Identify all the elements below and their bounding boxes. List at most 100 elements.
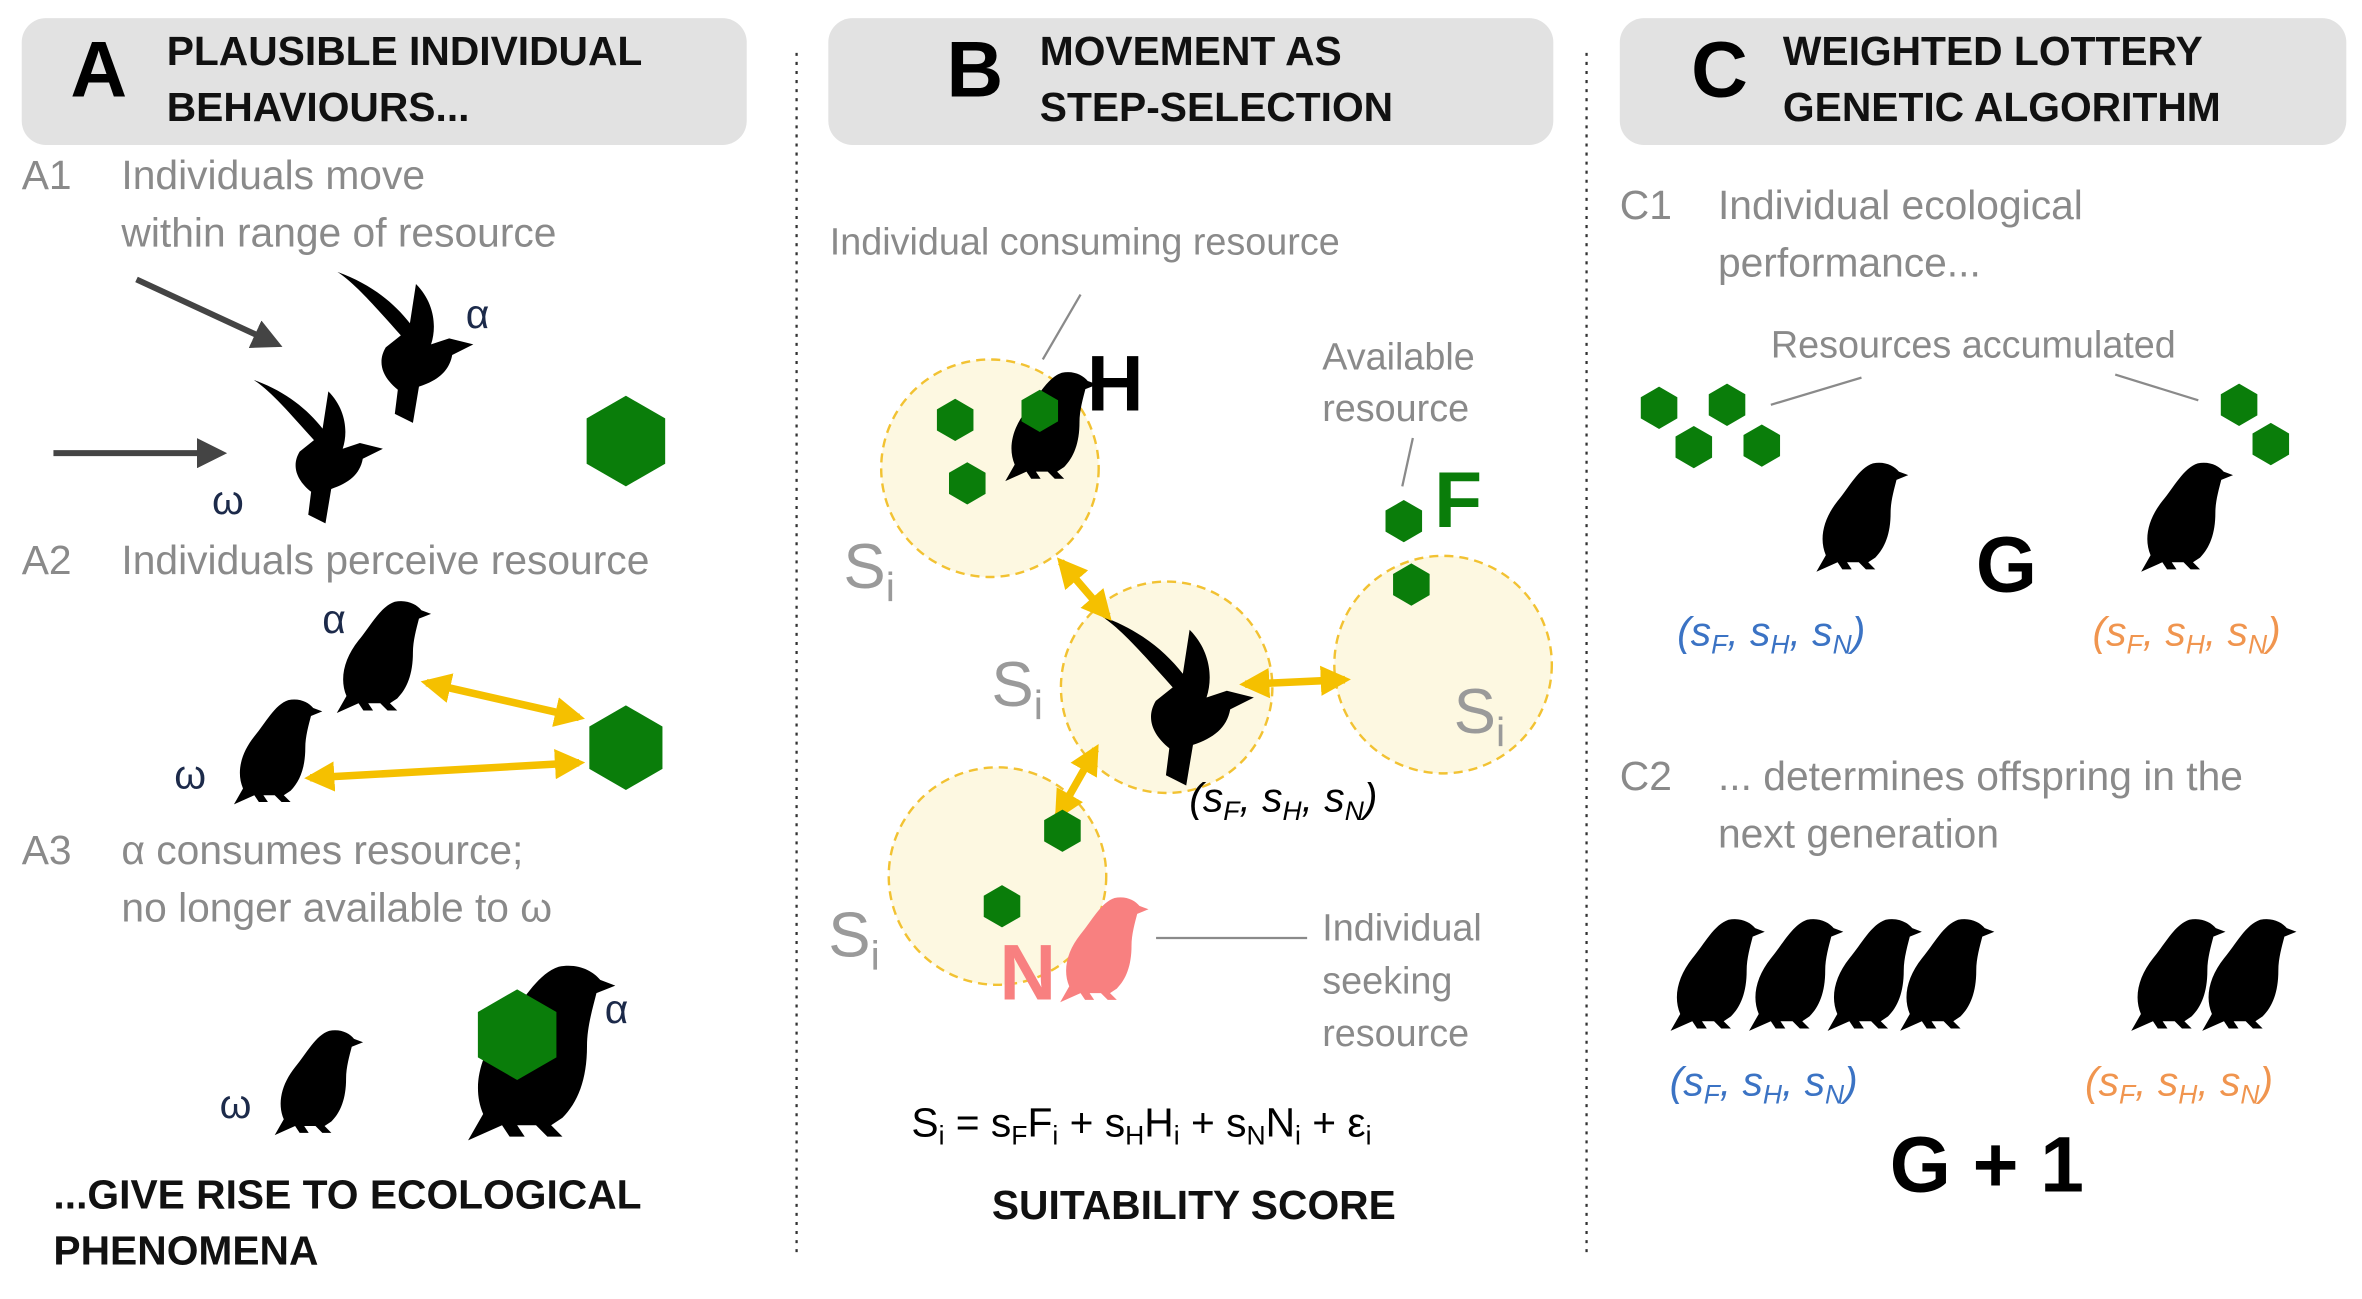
subscript: H	[1125, 1121, 1144, 1151]
text-part: (s	[1677, 608, 1711, 654]
site-label: Si	[1454, 677, 1505, 755]
panel-title: BEHAVIOURS...	[167, 84, 470, 130]
subscript: F	[1223, 796, 1241, 826]
subscript: i	[1052, 1121, 1058, 1151]
text-part: )	[1840, 1058, 1858, 1104]
leader-line	[1401, 437, 1414, 487]
subscript: N	[1825, 1080, 1845, 1110]
text-part: , s	[2205, 608, 2248, 654]
resource	[1044, 809, 1081, 852]
text-part: )	[1848, 608, 1866, 654]
crow	[1749, 919, 1844, 1031]
header-box	[21, 18, 747, 146]
resource	[1385, 499, 1423, 543]
text-part: (s	[1189, 774, 1223, 820]
step-text: Individuals move	[121, 152, 425, 198]
site-label: Si	[991, 650, 1042, 728]
text-part: S	[911, 1099, 938, 1145]
resource	[983, 885, 1021, 928]
panel-title: MOVEMENT AS	[1040, 28, 1342, 74]
site-circle	[1333, 554, 1554, 775]
panel-letter: A	[70, 25, 127, 113]
subscript: N	[1246, 1121, 1265, 1151]
arrow	[1056, 557, 1112, 621]
text-part: = s	[944, 1099, 1011, 1145]
text-part: , s	[1790, 608, 1833, 654]
resource	[2252, 422, 2290, 466]
text-part: F	[1028, 1099, 1053, 1145]
weights: (sF, sH, sN)	[2085, 1058, 2273, 1109]
resource	[1640, 386, 1678, 429]
text-part: S	[1454, 677, 1496, 747]
subscript: H	[1763, 1080, 1783, 1110]
footer: PHENOMENA	[53, 1227, 318, 1273]
arrow	[304, 749, 586, 792]
text-part: + ε	[1301, 1099, 1366, 1145]
text-part: (s	[1670, 1058, 1704, 1104]
resource-letter: F	[1434, 456, 1482, 544]
subscript: i	[1496, 709, 1505, 755]
crow	[1900, 919, 1995, 1031]
text-part: (s	[2093, 608, 2127, 654]
step-text: performance...	[1718, 240, 1981, 286]
leader-line	[1041, 293, 1082, 361]
step-id: A1	[22, 152, 72, 198]
crow	[2141, 462, 2234, 572]
text-part: )	[1360, 774, 1378, 820]
text-part: , s	[2197, 1058, 2240, 1104]
resource	[2220, 383, 2258, 426]
subscript: F	[2127, 630, 2145, 660]
crow	[336, 601, 432, 713]
crow	[274, 1030, 364, 1136]
resource-letter: N	[999, 929, 1056, 1017]
header-box	[828, 18, 1554, 146]
text-part: , s	[1239, 774, 1282, 820]
subscript: i	[871, 932, 880, 978]
panel-letter: B	[946, 25, 1003, 113]
subscript: i	[1295, 1121, 1301, 1151]
panel-title: STEP-SELECTION	[1040, 84, 1393, 130]
step-text: Individuals perceive resource	[121, 537, 649, 583]
header-box	[1619, 18, 2347, 146]
crow	[1816, 462, 1909, 572]
subscript: F	[2119, 1080, 2137, 1110]
callout: resource	[1322, 1013, 1469, 1055]
subscript: i	[1366, 1121, 1372, 1151]
site-label: Si	[843, 532, 894, 610]
omega-label: ω	[212, 477, 244, 523]
subscript: H	[1770, 630, 1790, 660]
resource	[1708, 383, 1746, 426]
step-text: ... determines offspring in the	[1718, 753, 2243, 799]
text-part: + s	[1058, 1099, 1125, 1145]
crow	[253, 379, 383, 524]
omega-label: ω	[174, 752, 206, 798]
callout: Resources accumulated	[1771, 324, 2176, 366]
text-part: H	[1144, 1099, 1173, 1145]
next-generation: G + 1	[1890, 1120, 2084, 1208]
arrow	[420, 673, 585, 727]
step-text: Individual ecological	[1718, 182, 2083, 228]
resource	[948, 462, 986, 505]
resource	[589, 705, 663, 790]
subscript: i	[1174, 1121, 1180, 1151]
callout: Individual consuming resource	[830, 222, 1340, 264]
text-part: , s	[2143, 608, 2186, 654]
resource	[1675, 425, 1713, 469]
text-part: )	[2263, 608, 2281, 654]
crow	[233, 699, 323, 805]
subscript: H	[2186, 630, 2206, 660]
panel-title: WEIGHTED LOTTERY	[1783, 28, 2203, 74]
resource	[936, 398, 974, 442]
weights: (sF, sH, sN)	[1670, 1058, 1858, 1109]
crow	[1827, 919, 1922, 1031]
subscript: N	[1345, 796, 1365, 826]
subscript: i	[1034, 682, 1043, 728]
callout: Individual	[1322, 907, 1482, 949]
subscript: i	[939, 1121, 945, 1151]
score-label: SUITABILITY SCORE	[992, 1182, 1396, 1228]
weights: (sF, sH, sN)	[1189, 774, 1377, 825]
text-part: )	[2256, 1058, 2274, 1104]
subscript: F	[1011, 1121, 1027, 1151]
